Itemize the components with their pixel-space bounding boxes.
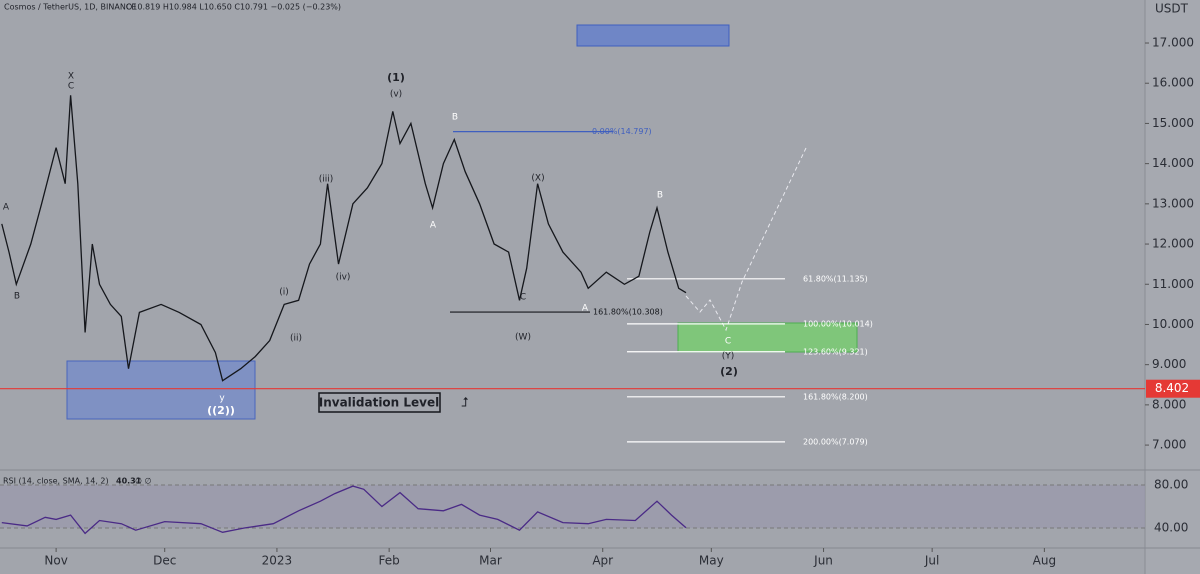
fib-label: 123.60%(9.321)	[803, 347, 868, 356]
fib-label: 161.80%(8.200)	[803, 392, 868, 401]
x-tick-label: Mar	[479, 554, 502, 568]
y-tick-label: 12.000	[1152, 237, 1194, 251]
wave-label: (ii)	[290, 334, 302, 344]
x-tick-label: Jun	[813, 554, 833, 568]
fib-label: 200.00%(7.079)	[803, 437, 868, 446]
fib-label: 0.00%(14.797)	[592, 127, 652, 136]
symbol: Cosmos / TetherUS, 1D, BINANCE	[4, 3, 136, 12]
wave-label: A	[3, 203, 10, 213]
y-tick-label: 16.000	[1152, 76, 1194, 90]
y-tick-label: 40.00	[1154, 521, 1188, 535]
x-tick-label: May	[699, 554, 724, 568]
x-tick-label: Feb	[379, 554, 400, 568]
fib-label: 100.00%(10.014)	[803, 319, 873, 328]
wave-label: B	[14, 292, 20, 302]
wave-label: X	[68, 72, 74, 82]
wave-label: A	[430, 221, 437, 231]
x-tick-label: Apr	[592, 554, 613, 568]
x-tick-label: Dec	[153, 554, 176, 568]
wave-label: C	[725, 337, 731, 347]
rsi-line	[1, 485, 687, 535]
rsi-extra: ∅ ∅	[135, 477, 152, 486]
y-tick-label: 11.000	[1152, 277, 1194, 291]
price-axis-bg	[1145, 0, 1200, 574]
y-tick-label: 17.000	[1152, 36, 1194, 50]
wave-label: A	[582, 304, 589, 314]
wave-label: (iii)	[319, 175, 334, 185]
wave-label: y	[219, 394, 225, 404]
projection-path	[685, 147, 807, 332]
price-line	[1, 95, 687, 382]
y-tick-label: 10.000	[1152, 317, 1194, 331]
x-tick-label: Jul	[924, 554, 939, 568]
wave-label: (2)	[720, 365, 738, 378]
x-tick-label: 2023	[262, 554, 293, 568]
y-tick-label: 9.000	[1152, 357, 1186, 371]
rsi-value: 40.31	[116, 477, 142, 486]
y-tick-label: 7.000	[1152, 438, 1186, 452]
x-tick-label: Aug	[1033, 554, 1056, 568]
y-tick-label: 15.000	[1152, 116, 1194, 130]
axis-unit: USDT	[1155, 2, 1189, 16]
price-tag-label: 8.402	[1155, 381, 1189, 395]
invalidation-label: Invalidation Level	[319, 396, 440, 410]
y-tick-label: 13.000	[1152, 196, 1194, 210]
price-tag	[1146, 379, 1200, 398]
fib-label: 161.80%(10.308)	[593, 308, 663, 317]
wave-label: ((2))	[207, 404, 235, 417]
wave-label: (X)	[531, 174, 544, 184]
y-tick-label: 80.00	[1154, 478, 1188, 492]
ohlc: O10.819 H10.984 L10.650 C10.791 −0.025 (…	[126, 3, 341, 12]
arrow-icon: ⮥	[461, 396, 469, 411]
rsi-title: RSI (14, close, SMA, 14, 2)	[3, 477, 109, 486]
rsi-band	[0, 485, 1145, 528]
wave-label: (1)	[387, 71, 405, 84]
zone-box	[576, 24, 730, 47]
label-box	[318, 392, 441, 413]
y-tick-label: 8.000	[1152, 397, 1186, 411]
zone-box	[66, 360, 256, 420]
wave-label: B	[452, 113, 458, 123]
wave-label: (Y)	[722, 352, 735, 362]
wave-label: C	[520, 293, 526, 303]
wave-label: (W)	[515, 333, 531, 343]
wave-label: B	[657, 191, 663, 201]
wave-label: (iv)	[336, 273, 351, 283]
x-tick-label: Nov	[44, 554, 67, 568]
wave-label: C	[68, 82, 74, 92]
fib-label: 61.80%(11.135)	[803, 274, 868, 283]
wave-label: (v)	[390, 90, 402, 100]
y-tick-label: 14.000	[1152, 156, 1194, 170]
wave-label: (i)	[279, 288, 289, 298]
